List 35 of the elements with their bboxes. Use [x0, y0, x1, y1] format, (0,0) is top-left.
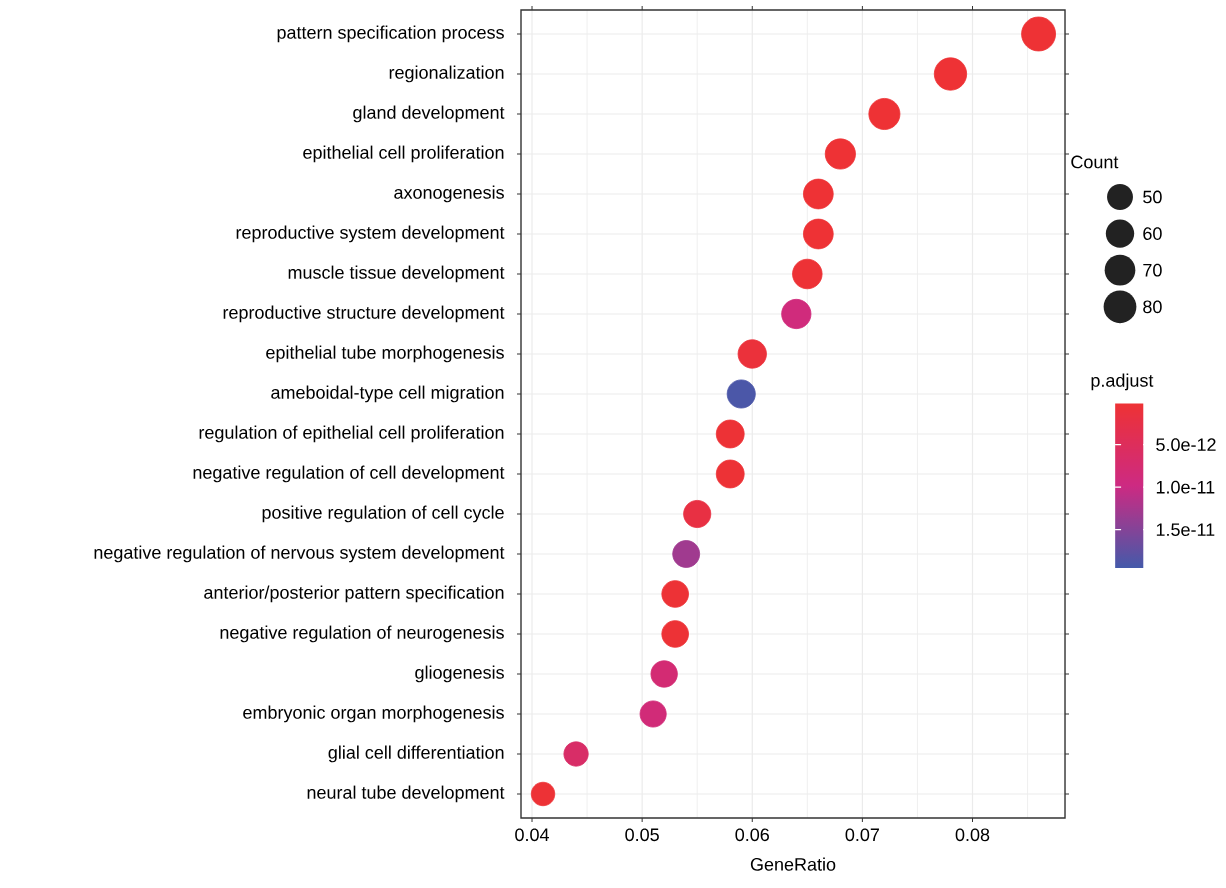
y-tick-label: epithelial cell proliferation — [303, 145, 504, 163]
y-tick-label: gland development — [353, 105, 505, 123]
y-tick-label: negative regulation of neurogenesis — [220, 625, 504, 643]
color-bar-label: 1.0e-11 — [1156, 480, 1215, 494]
legend-label: 70 — [1143, 263, 1162, 277]
x-tick-label: 0.08 — [955, 828, 990, 842]
y-tick-label: ameboidal-type cell migration — [271, 385, 504, 403]
color-bar-title: p.adjust — [1091, 373, 1154, 391]
y-tick-label: epithelial tube morphogenesis — [266, 345, 504, 363]
y-tick-label: anterior/posterior pattern specification — [204, 585, 504, 603]
y-tick-label: reproductive system development — [236, 225, 505, 243]
x-tick-label: 0.05 — [625, 828, 659, 842]
x-axis-title: GeneRatio — [750, 857, 836, 871]
y-tick-label: positive regulation of cell cycle — [262, 505, 504, 523]
y-tick-label: gliogenesis — [415, 665, 504, 683]
color-bar-label: 1.5e-11 — [1156, 523, 1215, 537]
legend-label: 50 — [1143, 190, 1162, 204]
y-tick-label: negative regulation of cell development — [193, 465, 505, 483]
x-tick-label: 0.04 — [515, 828, 549, 842]
y-tick-label: embryonic organ morphogenesis — [243, 705, 504, 723]
legend-title: Count — [1071, 155, 1119, 169]
y-tick-label: glial cell differentiation — [328, 745, 504, 763]
y-tick-label: regulation of epithelial cell proliferation — [199, 425, 504, 443]
legend-label: 80 — [1143, 300, 1162, 314]
y-tick-label: muscle tissue development — [288, 265, 505, 283]
color-bar-label: 5.0e-12 — [1156, 438, 1216, 452]
x-tick-label: 0.07 — [845, 828, 879, 842]
y-tick-label: regionalization — [389, 65, 504, 83]
x-tick-label: 0.06 — [735, 828, 769, 842]
y-tick-label: pattern specification process — [277, 25, 504, 43]
y-tick-label: reproductive structure development — [223, 305, 505, 323]
y-tick-label: negative regulation of nervous system development — [94, 545, 505, 563]
y-tick-label: axonogenesis — [394, 185, 504, 203]
y-tick-label: neural tube development — [307, 785, 505, 803]
legend-label: 60 — [1143, 227, 1162, 240]
